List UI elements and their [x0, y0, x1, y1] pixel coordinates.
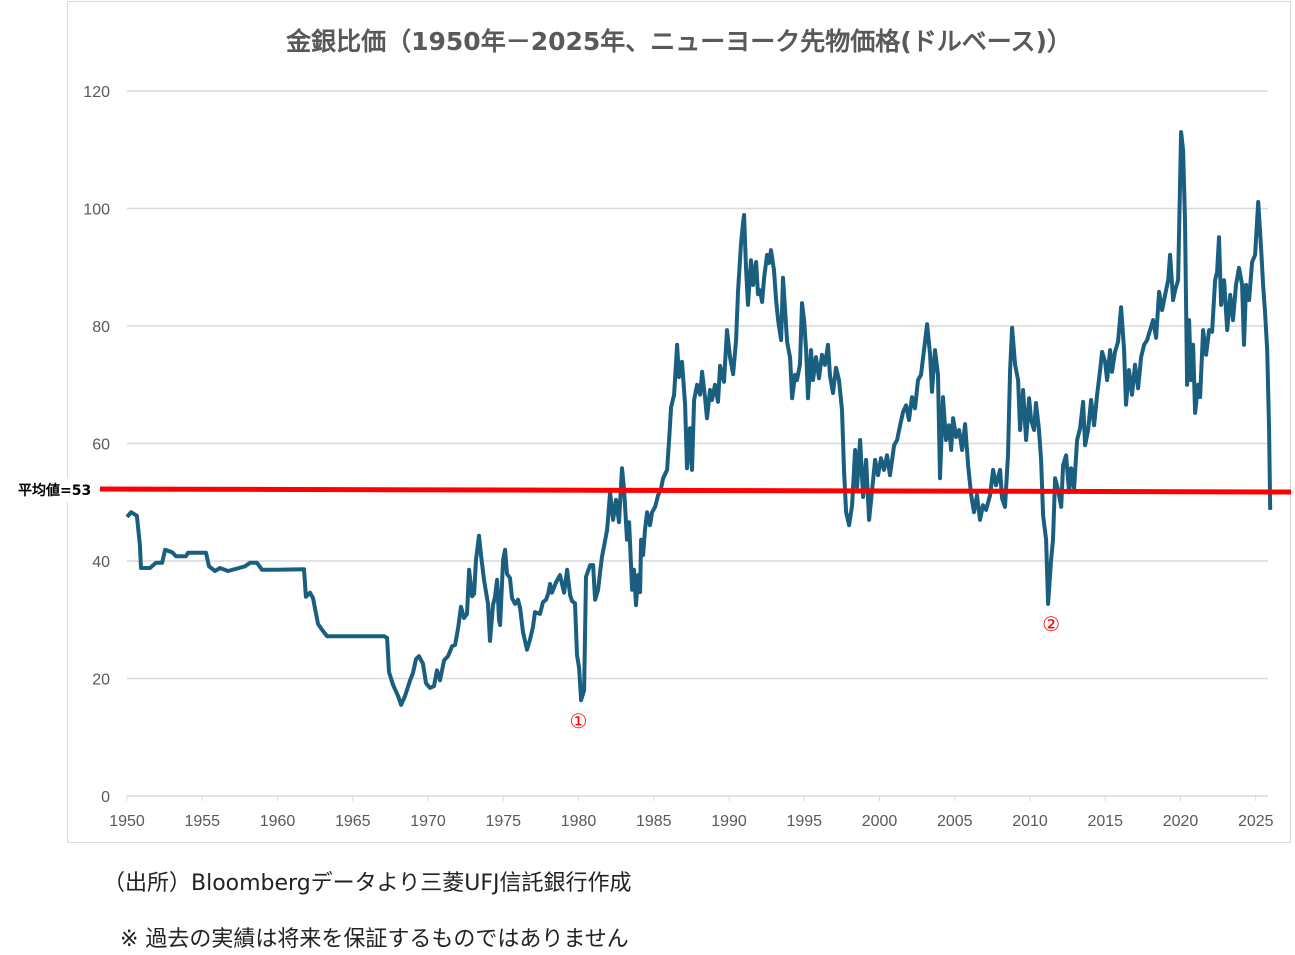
- x-tick-label: 1975: [485, 813, 521, 830]
- x-tick-label: 2025: [1238, 813, 1274, 830]
- y-tick-label: 120: [83, 84, 110, 101]
- x-tick-label: 2010: [1012, 813, 1048, 830]
- chart-frame: [67, 1, 1291, 843]
- y-axis-ticks: 0 20 40 60 80 100 120: [83, 84, 110, 806]
- source-note: （出所）Bloombergデータより三菱UFJ信託銀行作成: [103, 871, 632, 896]
- gridlines: [126, 90, 1268, 801]
- y-tick-label: 100: [83, 202, 110, 219]
- gold-silver-ratio-line: [125, 130, 1273, 707]
- x-tick-label: 2015: [1087, 813, 1123, 830]
- annotation-marker: ①: [570, 709, 588, 733]
- y-tick-label: 20: [92, 672, 110, 689]
- x-axis-ticks: 1950 1955 1960 1965 1970 1975 1980 1985 1990 1995…: [109, 813, 1273, 830]
- y-tick-label: 0: [101, 789, 110, 806]
- y-tick-label: 40: [92, 554, 110, 571]
- x-tick-label: 1985: [636, 813, 672, 830]
- y-tick-label: 80: [92, 319, 110, 336]
- x-tick-label: 2000: [862, 813, 898, 830]
- x-tick-label: 1950: [109, 813, 145, 830]
- annotations: ①②: [570, 612, 1061, 733]
- average-line: [99, 486, 1292, 495]
- disclaimer-note: ※ 過去の実績は将来を保証するものではありません: [120, 927, 629, 952]
- annotation-marker: ②: [1042, 612, 1060, 636]
- average-label: 平均値=53: [14, 478, 96, 502]
- x-tick-label: 1960: [260, 813, 296, 830]
- x-tick-label: 1970: [410, 813, 446, 830]
- x-tick-label: 1955: [184, 813, 220, 830]
- x-tick-label: 2020: [1163, 813, 1199, 830]
- x-tick-label: 2005: [937, 813, 973, 830]
- x-tick-label: 1995: [786, 813, 822, 830]
- chart-title: 金銀比価（1950年－2025年、ニューヨーク先物価格(ドルベース)）: [286, 27, 1072, 56]
- x-tick-label: 1980: [561, 813, 597, 830]
- x-tick-label: 1990: [711, 813, 747, 830]
- y-tick-label: 60: [92, 437, 110, 454]
- x-tick-label: 1965: [335, 813, 371, 830]
